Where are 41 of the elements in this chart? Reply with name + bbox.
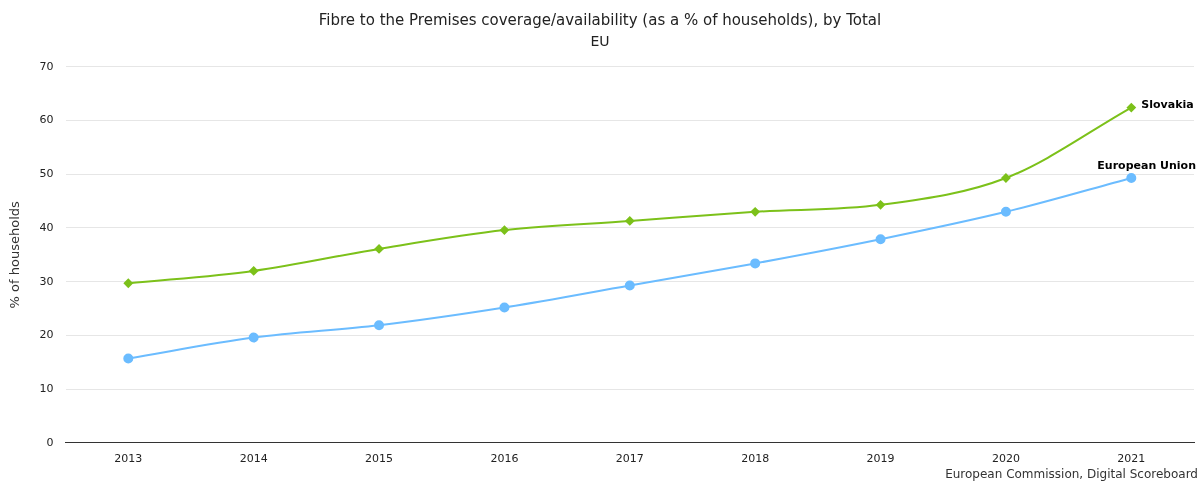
point bbox=[499, 225, 509, 235]
point bbox=[750, 207, 760, 217]
point bbox=[750, 258, 761, 269]
x-tick-label: 2013 bbox=[114, 452, 143, 466]
point bbox=[1000, 206, 1011, 217]
y-tick-label: 50 bbox=[39, 167, 54, 181]
y-tick-label: 40 bbox=[39, 220, 54, 234]
y-tick-label: 20 bbox=[39, 328, 54, 342]
x-tick-label: 2016 bbox=[490, 452, 519, 466]
point bbox=[875, 234, 886, 245]
y-tick-label: 30 bbox=[39, 274, 54, 288]
y-tick-label: 10 bbox=[39, 381, 54, 395]
point bbox=[248, 332, 259, 343]
x-tick-label: 2019 bbox=[866, 452, 895, 466]
point bbox=[499, 302, 510, 313]
text: European Commission, Digital Scoreboard bbox=[945, 467, 1198, 482]
series-label: European Union bbox=[1097, 158, 1196, 172]
x-tick-label: 2014 bbox=[239, 452, 268, 466]
x-tick-label: 2015 bbox=[365, 452, 394, 466]
point bbox=[1126, 103, 1136, 113]
y-tick-label: 70 bbox=[39, 59, 54, 73]
x-tick-label: 2018 bbox=[741, 452, 770, 466]
x-tick-label: 2017 bbox=[615, 452, 644, 466]
point bbox=[249, 266, 259, 276]
point bbox=[876, 200, 886, 210]
x-tick-label: 2021 bbox=[1117, 452, 1146, 466]
point bbox=[1126, 172, 1137, 183]
chart-subtitle: EU bbox=[590, 33, 610, 50]
point bbox=[1001, 173, 1011, 183]
point bbox=[123, 353, 134, 364]
point bbox=[624, 280, 635, 291]
y-axis-title: % of households bbox=[7, 200, 23, 309]
point bbox=[625, 216, 635, 226]
point bbox=[374, 320, 385, 331]
series-label: Slovakia bbox=[1141, 98, 1194, 112]
chart-title: Fibre to the Premises coverage/availability (as a % of households), by Total bbox=[318, 10, 882, 29]
point bbox=[123, 278, 133, 288]
y-tick-label: 0 bbox=[46, 435, 54, 449]
x-tick-label: 2020 bbox=[991, 452, 1020, 466]
y-tick-label: 60 bbox=[39, 113, 54, 127]
point bbox=[374, 244, 384, 254]
